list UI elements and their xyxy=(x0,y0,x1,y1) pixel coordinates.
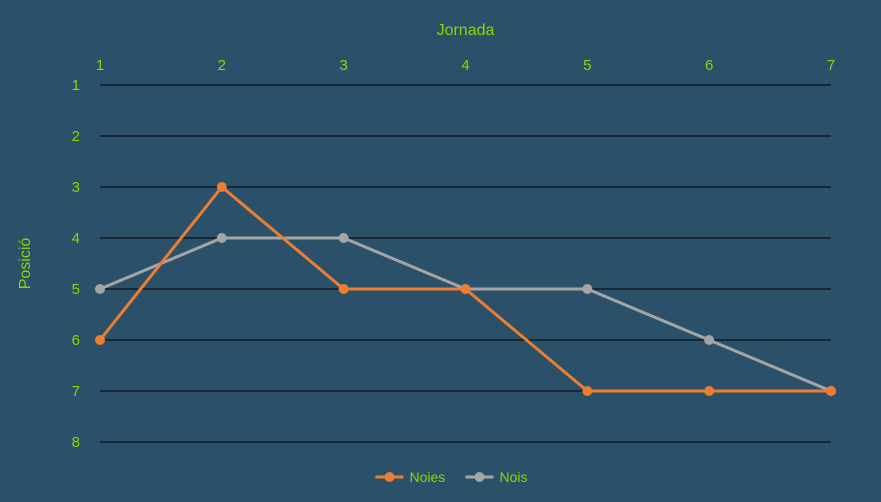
y-axis-title: Posició xyxy=(17,238,34,290)
y-tick-label: 8 xyxy=(72,434,80,451)
series-marker xyxy=(582,284,592,294)
series-marker xyxy=(339,233,349,243)
x-tick-label: 1 xyxy=(96,57,104,74)
legend-label: Nois xyxy=(500,469,528,485)
series-marker xyxy=(582,386,592,396)
legend-marker xyxy=(475,472,485,482)
series-marker xyxy=(704,335,714,345)
line-chart: 1 2 3 4 5 6 7 1 2 3 4 5 6 7 8 Jornada Posició Noies Nois xyxy=(0,0,881,502)
y-tick-label: 4 xyxy=(72,230,80,247)
x-tick-label: 5 xyxy=(583,57,591,74)
series-marker xyxy=(339,284,349,294)
y-tick-label: 1 xyxy=(72,77,80,94)
x-axis-title: Jornada xyxy=(437,22,495,39)
x-tick-label: 7 xyxy=(827,57,835,74)
series-marker xyxy=(95,335,105,345)
series-marker xyxy=(826,386,836,396)
legend-label: Noies xyxy=(410,469,446,485)
series-marker xyxy=(461,284,471,294)
y-tick-label: 5 xyxy=(72,281,80,298)
y-tick-label: 3 xyxy=(72,179,80,196)
y-tick-label: 6 xyxy=(72,332,80,349)
chart-container: 1 2 3 4 5 6 7 1 2 3 4 5 6 7 8 Jornada Posició Noies Nois xyxy=(0,0,881,502)
y-tick-label: 2 xyxy=(72,128,80,145)
x-tick-label: 3 xyxy=(339,57,347,74)
x-tick-label: 2 xyxy=(218,57,226,74)
y-tick-label: 7 xyxy=(72,383,80,400)
x-tick-label: 6 xyxy=(705,57,713,74)
series-marker xyxy=(704,386,714,396)
chart-background xyxy=(0,0,881,502)
x-tick-label: 4 xyxy=(461,57,469,74)
series-marker xyxy=(217,233,227,243)
series-marker xyxy=(217,182,227,192)
series-marker xyxy=(95,284,105,294)
legend-marker xyxy=(385,472,395,482)
